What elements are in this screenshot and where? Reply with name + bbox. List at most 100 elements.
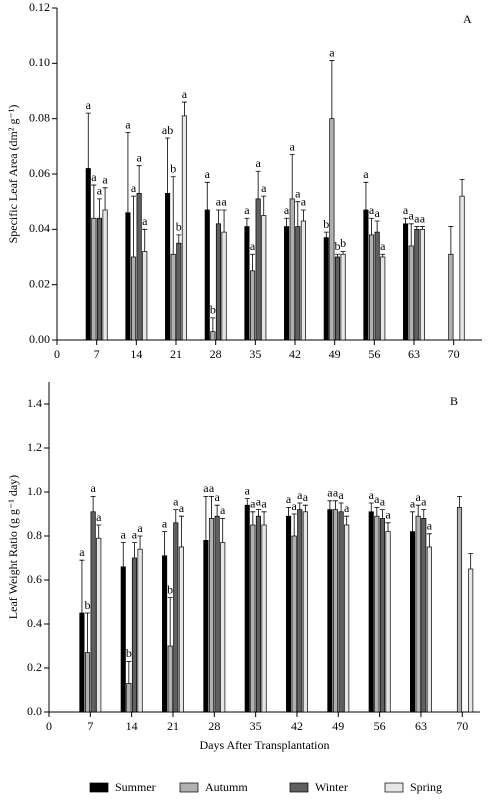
error-bar [410,511,416,532]
error-bar [302,504,308,512]
bar [344,524,350,713]
significance-letter: a [96,510,102,524]
significance-letter: b [334,239,340,253]
error-bar [419,226,425,230]
bar [221,231,227,341]
x-tick-label: 28 [210,347,222,361]
error-bar [203,496,209,541]
bar [415,515,421,713]
significance-letter: a [421,494,427,508]
significance-letter: a [261,497,267,511]
error-bar [204,181,210,210]
bar [136,193,142,341]
error-bar [408,223,414,246]
legend-swatch [384,782,404,793]
bar [374,231,380,341]
error-bar [368,502,374,512]
significance-letter: a [410,497,416,511]
bar [379,518,385,713]
significance-letter: b [210,303,216,317]
error-bar [414,226,420,230]
y-tick-label: 0.0 [27,704,42,718]
error-bar [448,226,454,255]
bar [96,217,103,341]
bar [91,217,97,341]
significance-letter: a [338,488,344,502]
bar [208,518,215,713]
error-bar [323,231,329,238]
significance-letter: a [209,481,215,495]
error-bar [333,500,339,510]
error-bar [291,513,297,536]
significance-letter: a [121,527,127,541]
bar [126,683,132,713]
significance-letter: a [363,167,369,181]
bar [419,228,425,341]
error-bar [244,498,250,506]
bar [291,535,297,713]
bar [137,548,143,713]
error-bar [167,597,173,646]
bar [408,245,414,341]
bar [448,253,454,341]
significance-letter: b [340,236,346,250]
error-bar [91,184,97,219]
significance-letter: a [131,181,137,195]
x-tick-label: 42 [289,347,301,361]
x-tick-label: 63 [415,719,427,733]
error-bar [137,535,143,550]
bar [323,237,329,341]
bar [468,568,474,713]
significance-letter: a [344,501,350,515]
significance-letter: a [380,494,386,508]
bar [176,242,182,341]
significance-letter: a [284,203,290,217]
significance-letter: a [132,527,138,541]
x-tick-label: 70 [448,347,460,361]
x-tick-label: 35 [250,719,262,733]
bar [255,198,261,341]
bar [178,546,184,713]
error-bar [468,553,474,569]
significance-letter: b [170,162,176,176]
legend-label: Autumm [205,780,248,794]
bar [261,215,267,341]
x-tick-label: 42 [291,719,303,733]
bar [300,220,306,341]
error-bar [363,181,369,210]
y-tick-label: 1.0 [27,484,42,498]
x-tick-label: 21 [167,719,179,733]
bar [421,518,427,713]
error-bar [374,220,380,233]
error-bar [142,228,148,252]
bar [261,524,267,713]
x-tick-label: 49 [329,347,341,361]
error-bar [120,542,126,567]
significance-letter: a [290,139,296,153]
bar [368,511,374,713]
error-bar [214,504,220,517]
error-bar [255,509,261,517]
error-bar [261,511,267,525]
significance-letter: a [179,501,185,515]
y-tick-label: 0.8 [27,528,42,542]
y-tick-label: 0.4 [27,616,42,630]
error-bar [374,507,380,517]
significance-letter: a [301,195,307,209]
y-tick-label: 0.2 [27,660,42,674]
error-bar [456,496,462,508]
significance-letter: a [295,186,301,200]
x-tick-label: 7 [94,347,100,361]
significance-letter: b [323,217,329,231]
significance-letter: a [220,503,226,517]
x-tick-label: 28 [208,719,220,733]
x-tick-label: 35 [249,347,261,361]
bar [385,531,391,713]
error-bar [85,612,91,653]
bar [90,511,96,713]
bar [130,256,137,341]
error-bar [415,504,421,517]
significance-letter: a [292,499,298,513]
legend-label: Winter [315,780,348,794]
panel-label: A [463,12,472,26]
